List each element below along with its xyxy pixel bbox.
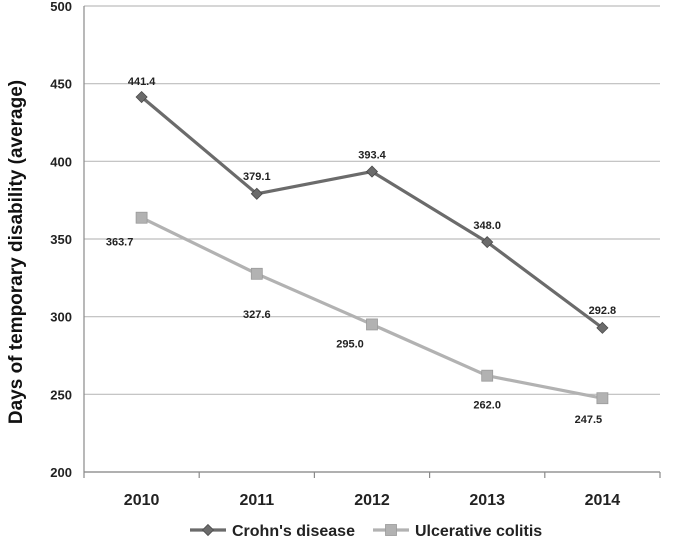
data-point-square (135, 211, 148, 224)
data-label: 379.1 (243, 171, 271, 183)
data-label: 393.4 (358, 150, 386, 162)
data-point-diamond (250, 187, 263, 200)
legend: Crohn's disease Ulcerative colitis (190, 523, 542, 540)
data-point-diamond (596, 321, 609, 334)
x-tick-labels: 2010 2011 2012 2013 2014 (124, 492, 620, 509)
data-labels-layer: 363.7 327.6 295.0 262.0 247.5 441.4 379.1 393.4… (106, 76, 616, 426)
legend-item-ulcerative-colitis: Ulcerative colitis (373, 523, 542, 540)
x-tick-label: 2010 (124, 492, 160, 509)
gridlines (84, 5, 660, 473)
data-label: 327.6 (243, 309, 271, 321)
data-point-square (481, 369, 494, 382)
y-tick-label: 300 (50, 310, 72, 325)
series-line-crohns (140, 95, 604, 330)
data-label: 363.7 (106, 237, 134, 249)
data-point-square (596, 392, 609, 405)
y-tick-label: 500 (50, 0, 72, 14)
data-point-square (366, 318, 378, 331)
data-point-square (385, 524, 397, 536)
data-label: 292.8 (589, 305, 617, 317)
y-tick-label: 400 (50, 154, 72, 169)
axes (83, 6, 661, 478)
series-layer (135, 90, 609, 405)
y-tick-labels: 200 250 300 350 400 450 500 (50, 0, 72, 480)
data-point-square (250, 267, 263, 280)
x-tick-label: 2012 (354, 492, 390, 509)
legend-item-crohns: Crohn's disease (190, 523, 355, 540)
x-tick-label: 2013 (469, 492, 505, 509)
data-point-diamond (365, 165, 379, 178)
x-tick-label: 2014 (585, 492, 621, 509)
y-tick-label: 250 (50, 387, 72, 402)
data-point-diamond (135, 90, 148, 104)
data-point-diamond (481, 236, 494, 249)
x-tick-label: 2011 (239, 492, 274, 509)
data-point-diamond (201, 523, 215, 537)
series-line-ulcerative-colitis (140, 216, 603, 400)
y-tick-label: 450 (50, 77, 72, 92)
y-tick-label: 350 (50, 232, 72, 247)
data-label: 348.0 (473, 220, 501, 232)
y-tick-label: 200 (50, 465, 72, 480)
data-label: 262.0 (473, 400, 501, 412)
data-label: 295.0 (336, 338, 364, 350)
legend-label: Crohn's disease (232, 523, 355, 540)
y-axis-title: Days of temporary disability (average) (6, 80, 27, 424)
data-label: 247.5 (575, 414, 603, 426)
data-label: 441.4 (128, 76, 156, 88)
legend-label: Ulcerative colitis (415, 523, 542, 540)
